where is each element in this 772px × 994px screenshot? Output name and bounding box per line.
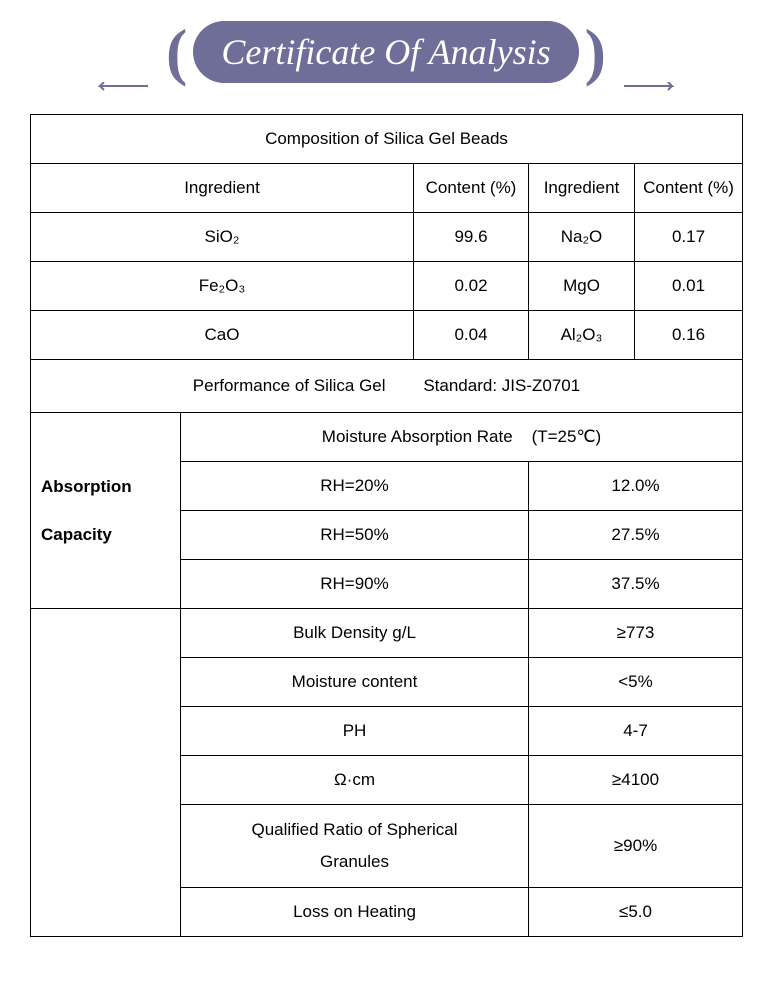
prop-value: <5% — [529, 658, 743, 707]
ingredient-cell: Na₂O — [529, 213, 635, 262]
content-cell: 0.04 — [414, 311, 529, 360]
composition-row: Fe₂O₃ 0.02 MgO 0.01 — [31, 262, 743, 311]
prop-value: ≥4100 — [529, 756, 743, 805]
content-cell: 0.02 — [414, 262, 529, 311]
content-cell: 0.01 — [635, 262, 743, 311]
prop-label: PH — [181, 707, 529, 756]
rh-label: RH=50% — [181, 511, 529, 560]
composition-header-row: Ingredient Content (%) Ingredient Conten… — [31, 164, 743, 213]
analysis-table: Composition of Silica Gel Beads Ingredie… — [30, 114, 743, 937]
qualified-label: Qualified Ratio of Spherical Granules — [181, 805, 529, 888]
absorption-label-2: Capacity — [41, 525, 112, 544]
rh-value: 27.5% — [529, 511, 743, 560]
moisture-header: Moisture Absorption Rate (T=25℃) — [181, 413, 743, 462]
absorption-label-1: Absorption — [41, 477, 132, 496]
right-paren-icon: ) — [585, 20, 606, 84]
banner-wrap: ( Certificate Of Analysis ) — [166, 20, 606, 84]
col-ingredient-1: Ingredient — [31, 164, 414, 213]
left-arrow-icon — [90, 82, 150, 96]
ingredient-cell: SiO₂ — [31, 213, 414, 262]
prop-label: Moisture content — [181, 658, 529, 707]
qualified-label-1: Qualified Ratio of Spherical — [251, 820, 457, 839]
left-paren-icon: ( — [166, 20, 187, 84]
content-cell: 0.16 — [635, 311, 743, 360]
prop-label: Bulk Density g/L — [181, 609, 529, 658]
arrow-row — [0, 82, 772, 96]
performance-header-row: Performance of Silica Gel Standard: JIS-… — [31, 360, 743, 413]
ingredient-cell: Al₂O₃ — [529, 311, 635, 360]
col-ingredient-2: Ingredient — [529, 164, 635, 213]
composition-title-row: Composition of Silica Gel Beads — [31, 115, 743, 164]
rh-label: RH=90% — [181, 560, 529, 609]
title-banner: Certificate Of Analysis — [193, 21, 578, 83]
moisture-header-row: Absorption Capacity Moisture Absorption … — [31, 413, 743, 462]
right-arrow-icon — [622, 82, 682, 96]
empty-left-cell — [31, 609, 181, 937]
ingredient-cell: CaO — [31, 311, 414, 360]
performance-header: Performance of Silica Gel Standard: JIS-… — [31, 360, 743, 413]
rh-value: 12.0% — [529, 462, 743, 511]
col-content-1: Content (%) — [414, 164, 529, 213]
col-content-2: Content (%) — [635, 164, 743, 213]
content-cell: 99.6 — [414, 213, 529, 262]
ingredient-cell: MgO — [529, 262, 635, 311]
absorption-label: Absorption Capacity — [31, 413, 181, 609]
loss-label: Loss on Heating — [181, 888, 529, 937]
prop-value: 4-7 — [529, 707, 743, 756]
ingredient-cell: Fe₂O₃ — [31, 262, 414, 311]
prop-value: ≥773 — [529, 609, 743, 658]
content-cell: 0.17 — [635, 213, 743, 262]
header: ( Certificate Of Analysis ) — [0, 0, 772, 106]
composition-row: SiO₂ 99.6 Na₂O 0.17 — [31, 213, 743, 262]
loss-value: ≤5.0 — [529, 888, 743, 937]
property-row: Bulk Density g/L ≥773 — [31, 609, 743, 658]
prop-label: Ω·cm — [181, 756, 529, 805]
qualified-value: ≥90% — [529, 805, 743, 888]
rh-label: RH=20% — [181, 462, 529, 511]
rh-value: 37.5% — [529, 560, 743, 609]
composition-title: Composition of Silica Gel Beads — [31, 115, 743, 164]
composition-row: CaO 0.04 Al₂O₃ 0.16 — [31, 311, 743, 360]
qualified-label-2: Granules — [320, 852, 389, 871]
